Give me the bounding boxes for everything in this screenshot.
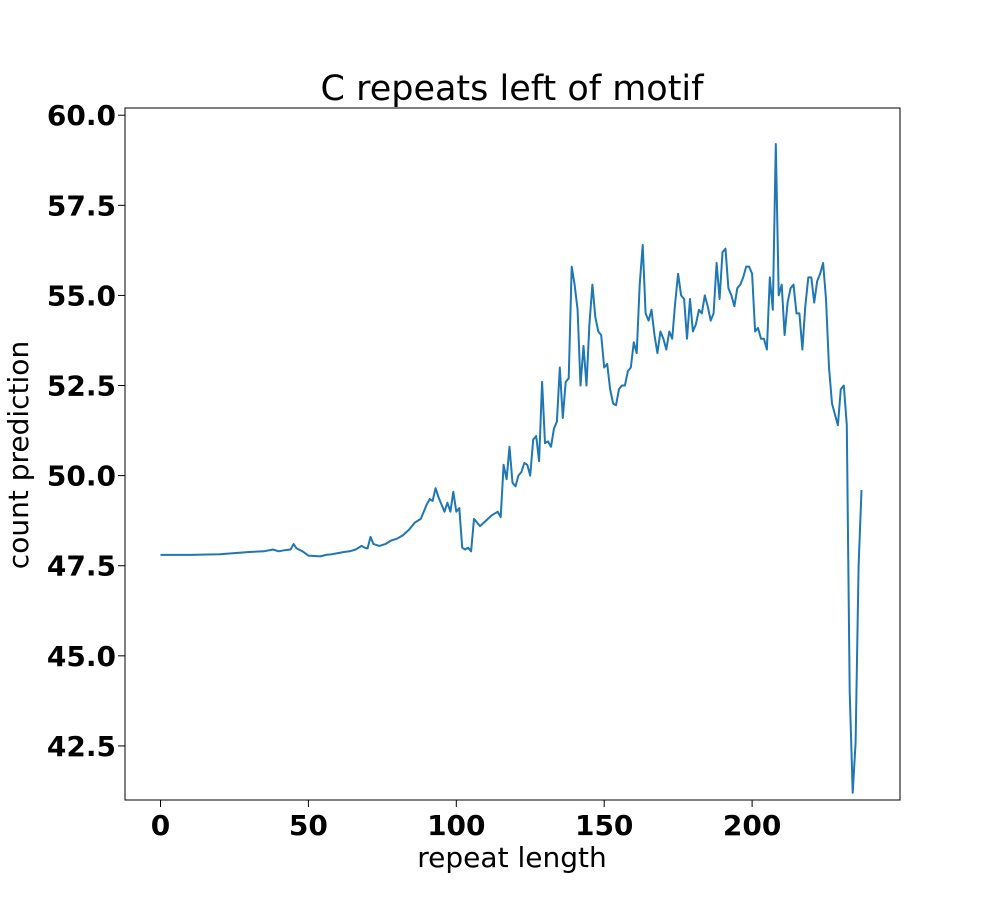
x-tick-label: 200 [723,809,781,842]
y-tick-label: 50.0 [47,460,116,493]
y-tick-label: 42.5 [47,730,116,763]
y-tick-label: 47.5 [47,550,116,583]
y-tick-label: 45.0 [47,640,116,673]
series-group [160,143,863,794]
y-tick-label: 57.5 [47,189,116,222]
x-tick-label: 0 [151,809,170,842]
x-axis-label: repeat length [417,841,606,874]
x-axis-ticks: 0 50 100 150 200 [151,800,781,842]
y-tick-label: 52.5 [47,370,116,403]
chart-title: C repeats left of motif [321,69,705,109]
series-line [160,143,863,794]
plot-area: 0 50 100 150 200 42.5 45.0 47.5 50.0 52.5 55.0 57.… [47,99,901,842]
y-axis-label: count prediction [2,341,35,569]
y-tick-label: 55.0 [47,279,116,312]
y-tick-label: 60.0 [47,99,116,132]
x-tick-label: 150 [575,809,633,842]
plot-frame [124,107,901,801]
x-tick-label: 100 [427,809,485,842]
x-tick-label: 50 [289,809,328,842]
y-axis-ticks: 42.5 45.0 47.5 50.0 52.5 55.0 57.5 60.0 [47,99,125,763]
